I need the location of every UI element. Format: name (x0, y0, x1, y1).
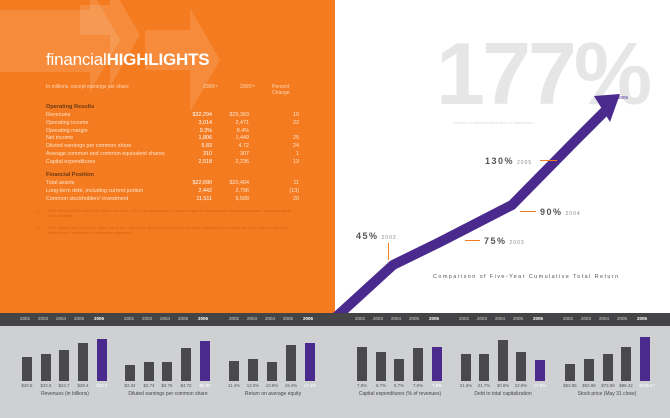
bar-2003 (144, 362, 154, 381)
tick-2002 (388, 243, 389, 260)
section-heading: Operating Results (46, 104, 95, 110)
table-row: Common stockholders' investment 11,511 9,5… (46, 195, 299, 202)
bar-2002 (125, 365, 135, 381)
background-arrow-icon (80, 0, 140, 87)
chart-caption-roe: Return on average equity (244, 391, 302, 397)
bar-2006 (535, 360, 545, 381)
bar-2005 (286, 345, 296, 381)
bar-2005 (181, 348, 191, 381)
point-label-2004: 90% 2004 (540, 207, 581, 217)
table-row: Diluted earnings per common share 5.83 4.7… (46, 143, 299, 150)
bar-2005 (621, 347, 631, 381)
bar-2005 (413, 348, 423, 381)
bar-2005 (78, 343, 88, 381)
bar-2006 (640, 337, 650, 381)
table-row: Revenues $32,294 $29,363 10 (46, 112, 299, 118)
table-row: Long-term debt, including current portio… (46, 187, 299, 194)
table-row: Operating margin 9.3% 8.4% (46, 127, 249, 134)
bar-2004 (267, 362, 277, 381)
bar-2004 (603, 354, 613, 381)
bar-2004 (394, 359, 404, 381)
table-header: In millions, except earnings per share 2… (46, 84, 306, 104)
point-label-2002: 45% 2002 (356, 231, 397, 241)
bar-2002 (565, 364, 575, 381)
tick-2004 (520, 211, 536, 212)
tick-2005 (540, 160, 557, 161)
col-percent: Percent (272, 84, 290, 90)
operating-results-table: Operating Results Revenues $32,294 $29,363… (46, 104, 306, 167)
bar-2006 (432, 347, 442, 381)
bar-2002 (357, 347, 367, 381)
chart-caption-capex: Capital expenditures (% of revenues) (358, 391, 442, 397)
col-2005: 2005⁽²⁾ (240, 84, 256, 90)
bar-2003 (248, 359, 258, 381)
bar-2004 (498, 340, 508, 381)
col-2006: 2006⁽¹⁾ (203, 84, 219, 90)
bar-2003 (479, 354, 489, 381)
section-heading: Financial Position (46, 172, 94, 178)
tick-2003 (465, 240, 480, 241)
chart-caption-revenues: Revenues (in billions) (41, 391, 89, 397)
bar-charts-strip (0, 326, 670, 418)
chart-caption: Comparison of Five-Year Cumulative Total… (433, 274, 620, 280)
bar-2004 (59, 350, 69, 381)
point-label-2005: 130% 2005 (485, 156, 533, 166)
table-row: Net income 1,806 1,449 25 (46, 135, 299, 142)
background-arrow-icon (0, 0, 120, 92)
bar-2003 (376, 352, 386, 381)
bar-2002 (22, 357, 32, 381)
table-row: Capital expenditures 2,518 2,236 13 (46, 158, 299, 165)
col-change: Change (272, 90, 290, 96)
bar-2002 (229, 361, 239, 381)
background-arrow-icon (145, 8, 220, 112)
table-row: Operating income 3,014 2,471 22 (46, 119, 299, 126)
bar-2003 (584, 359, 594, 381)
bar-2003 (41, 354, 51, 381)
financial-highlights-panel: financialHIGHLIGHTS In millions, except … (0, 0, 335, 313)
chart-caption-eps: Diluted earnings per common share (128, 391, 208, 397)
year-axis-bar: 2002 2003 2004 2005 2006 2002 2003 2004 2005 200… (0, 313, 670, 326)
bar-2006 (200, 341, 210, 381)
bar-2006 (97, 339, 107, 381)
footnote: (1) 2006 includes a $79 million ($49 mil… (36, 209, 291, 218)
page-title: financialHIGHLIGHTS (46, 50, 210, 69)
chart-caption-debt: Debt to total capitalization (474, 391, 532, 397)
end-year-label: 2006 (618, 95, 629, 100)
financial-position-table: Financial Position Total assets $22,690 $2… (46, 172, 306, 203)
chart-caption-stock: Stock price (May 31 close) (577, 391, 637, 397)
bar-2006 (305, 343, 315, 381)
table-row: Total assets $22,690 $20,404 11 (46, 180, 299, 186)
table-row: Average common and common equivalent sha… (46, 150, 299, 157)
bar-2004 (162, 362, 172, 381)
bar-2005 (516, 352, 526, 381)
bar-2002 (461, 354, 471, 381)
footnote: (2) 2005 includes $48 million ($31 milli… (36, 226, 290, 235)
point-label-2003: 75% 2003 (484, 236, 525, 246)
big-number-subtitle: Increase of total cumulative return to s… (454, 121, 534, 125)
units-caption: In millions, except earnings per share (46, 84, 129, 90)
